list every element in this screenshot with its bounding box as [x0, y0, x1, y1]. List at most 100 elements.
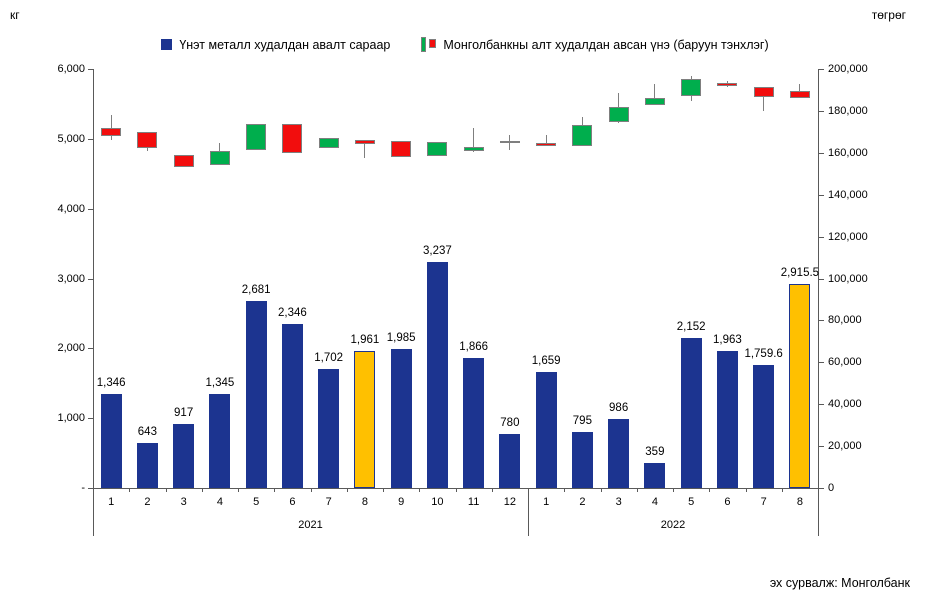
x-axis-month-tick: [455, 488, 457, 492]
candle-down: [282, 124, 303, 153]
candle-up: [427, 142, 448, 156]
x-axis-month-label: 1: [543, 496, 550, 508]
x-axis-year-label: 2022: [660, 519, 686, 531]
bar-value-label: 780: [500, 416, 520, 429]
bar: [716, 350, 738, 488]
candle-down: [173, 154, 194, 168]
bar-value-label: 795: [572, 415, 592, 428]
bar: [753, 365, 775, 488]
x-axis-month-label: 4: [651, 496, 658, 508]
candle-up: [644, 98, 665, 106]
candle-down: [391, 141, 412, 157]
x-axis-month-label: 11: [467, 496, 480, 508]
candle-up: [608, 107, 629, 122]
bar-value-label: 1,759.6: [744, 348, 783, 361]
bar-value-label: 2,152: [676, 320, 706, 333]
x-axis-month-label: 12: [503, 496, 516, 508]
candle-up: [209, 151, 230, 165]
candle-down: [753, 87, 774, 98]
bar-highlighted: [354, 351, 376, 488]
bar-highlighted: [789, 284, 811, 488]
bar-value-label: 1,346: [96, 377, 126, 389]
y-axis-right-tick-label: 80,000: [828, 314, 862, 327]
bar-value-label: 1,345: [205, 377, 235, 390]
x-axis-month-tick: [600, 488, 602, 492]
y-axis-right-tick: [819, 320, 824, 322]
x-axis-month-label: 2: [579, 496, 586, 508]
bar-value-label: 1,963: [712, 333, 742, 346]
y-axis-left-tick-label: 2,000: [57, 342, 85, 355]
y-axis-right-tick-label: 40,000: [828, 398, 862, 411]
x-axis-month-label: 8: [796, 496, 803, 508]
bar-value-label: 1,985: [386, 332, 416, 345]
candle-down: [717, 83, 738, 87]
y-axis-right-tick-label: 160,000: [828, 146, 868, 159]
bar: [173, 423, 195, 488]
bar-value-label: 3,237: [422, 244, 452, 257]
bar: [318, 369, 340, 488]
x-axis-month-label: 2: [144, 496, 151, 508]
x-axis-month-label: 6: [289, 496, 296, 508]
candle-down: [789, 90, 810, 99]
y-axis-left-tick-label: 3,000: [57, 272, 85, 285]
x-axis-month-tick: [383, 488, 384, 492]
bar: [390, 349, 412, 488]
x-axis-month-label: 1: [108, 496, 115, 508]
legend-item-bar-series: Үнэт металл худалдан авалт сараар: [161, 38, 390, 52]
candle-down: [101, 128, 122, 137]
year-separator: [818, 488, 819, 536]
x-axis-month-tick: [274, 488, 276, 492]
x-axis-month-label: 9: [398, 496, 405, 508]
bar: [281, 324, 303, 488]
candle-wick: [545, 134, 547, 147]
bar-value-label: 1,702: [314, 352, 344, 365]
candle-up: [318, 138, 339, 148]
y-axis-right-tick-label: 140,000: [828, 188, 868, 201]
bar: [608, 419, 630, 488]
y-axis-right-line: [818, 69, 819, 488]
bar-value-label: 2,681: [241, 283, 271, 296]
y-axis-left-tick: [88, 488, 93, 489]
y-axis-right-tick: [819, 194, 824, 196]
x-axis-month-tick: [564, 488, 566, 492]
x-axis-month-label: 6: [724, 496, 731, 508]
bar: [571, 432, 593, 488]
candle-down: [536, 143, 557, 147]
source-credit: эх сурвалж: Монголбанк: [769, 576, 910, 590]
y-axis-right-tick-label: 20,000: [828, 440, 862, 453]
candle-wick: [364, 140, 366, 159]
x-axis-month-label: 7: [760, 496, 767, 508]
y-axis-right-tick: [819, 69, 824, 70]
y-axis-left-tick-label: 1,000: [57, 412, 85, 425]
x-axis-year-label: 2021: [298, 519, 323, 531]
bar: [499, 433, 521, 488]
y-axis-right-tick-label: 200,000: [828, 63, 868, 75]
legend-item-candle-series: Монголбанкны алт худалдан авсан үнэ (бар…: [420, 36, 769, 53]
chart-legend: Үнэт металл худалдан авалт сараар Монгол…: [0, 36, 930, 53]
x-axis-month-tick: [165, 488, 167, 492]
y-axis-right-tick: [819, 110, 824, 112]
y-axis-left-tick: [88, 208, 93, 210]
bar-value-label: 1,659: [531, 355, 561, 368]
candle-wick: [110, 115, 112, 140]
candle-up: [246, 124, 267, 151]
bar: [209, 394, 231, 488]
x-axis-month-label: 5: [688, 496, 695, 508]
year-separator: [93, 488, 94, 536]
candle-down: [137, 131, 158, 148]
y-axis-right-tick: [819, 278, 824, 280]
candle-doji: [499, 141, 520, 144]
candle-up: [681, 79, 702, 97]
bar: [136, 443, 158, 488]
year-separator: [528, 488, 529, 536]
x-axis-month-label: 10: [431, 496, 444, 508]
bar-value-label: 2,346: [277, 307, 307, 320]
bar-value-label: 2,915.5: [780, 267, 820, 280]
x-axis-month-tick: [709, 488, 711, 492]
x-axis-month-tick: [310, 488, 312, 492]
y-axis-right-tick: [819, 362, 824, 364]
y-axis-right-tick-label: 180,000: [828, 104, 868, 117]
y-axis-right-tick: [819, 236, 824, 238]
y-axis-left-line: [93, 69, 94, 488]
bar-value-label: 917: [174, 406, 194, 419]
